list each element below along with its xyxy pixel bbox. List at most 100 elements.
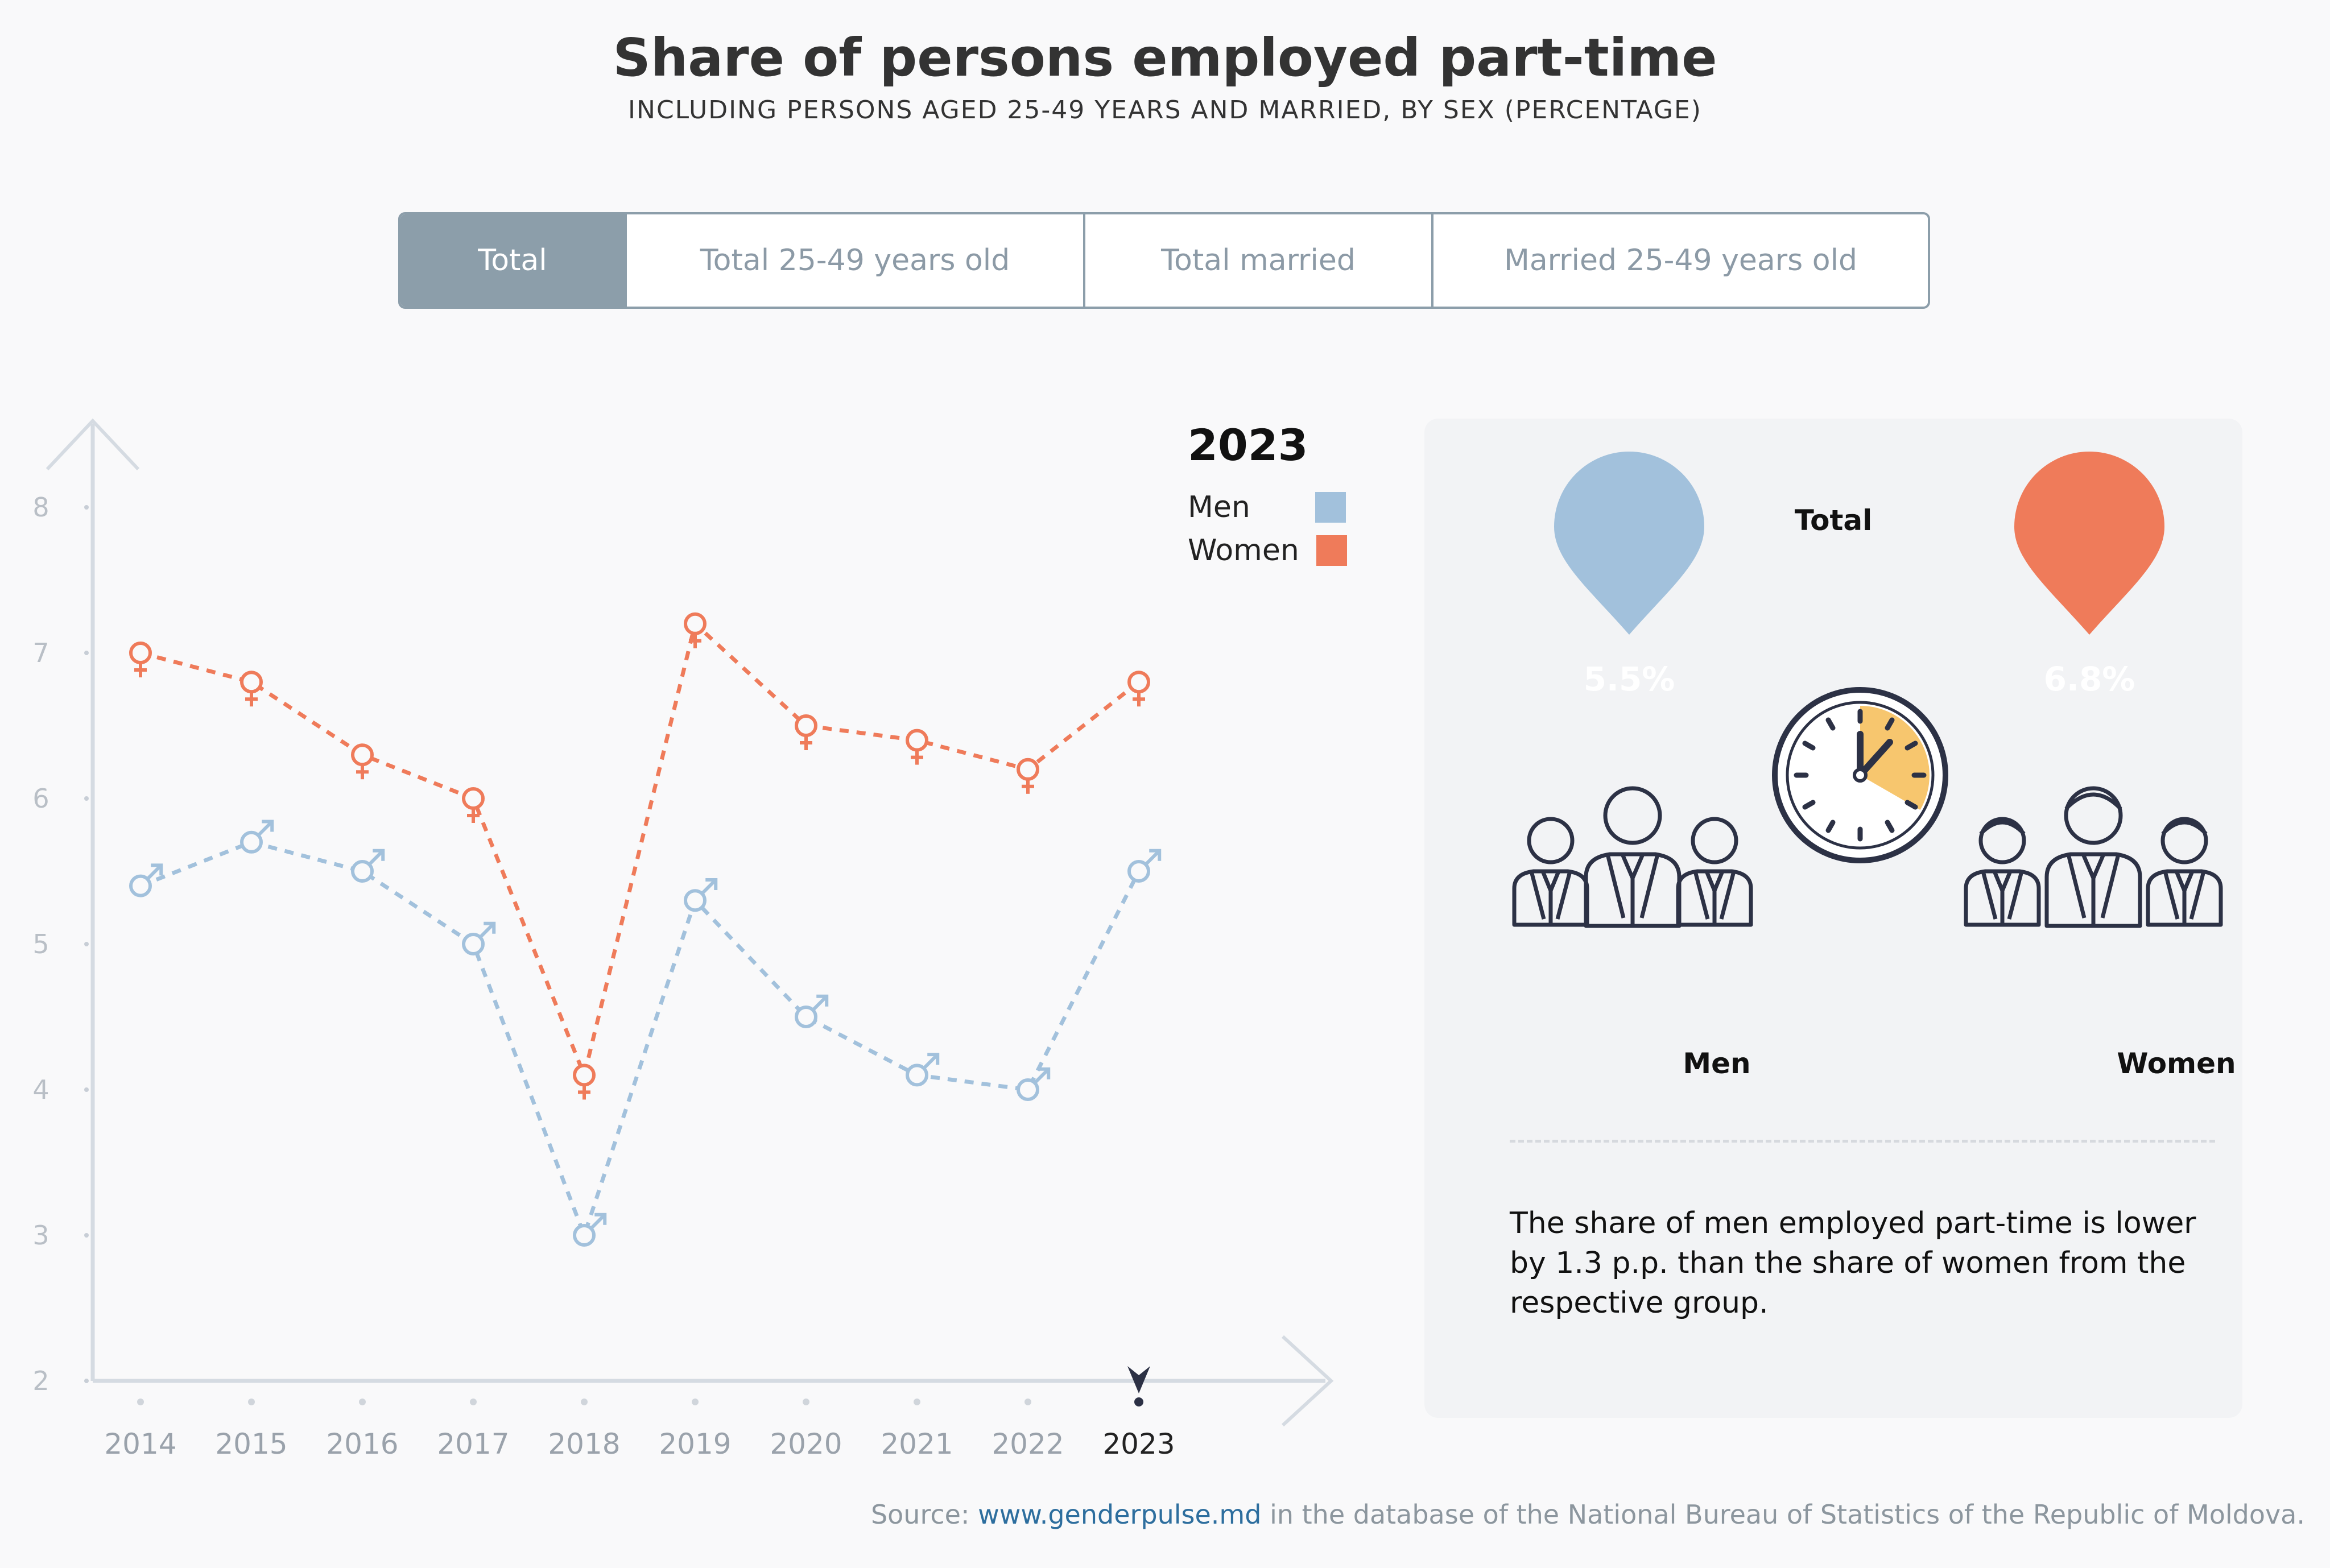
marker-arrow-shaft	[701, 879, 716, 895]
x-tick-dot	[359, 1399, 366, 1405]
marker-arrow-shaft	[368, 850, 383, 866]
y-axis-arrow	[46, 418, 140, 471]
x-tick-label: 2015	[215, 1428, 287, 1461]
x-tick-label: 2021	[881, 1428, 953, 1461]
marker-circle	[462, 933, 485, 955]
male-symbol-icon: Men 2018: 3	[573, 1213, 607, 1247]
marker-arrow-head	[151, 863, 163, 876]
marker-circle	[351, 743, 374, 767]
marker-arrow-shaft	[257, 821, 272, 837]
marker-circle	[240, 671, 263, 694]
marker-arrow-head	[1038, 1067, 1051, 1079]
marker-circle	[129, 642, 152, 664]
women-people-group-icon	[1964, 786, 2223, 928]
women-location-pin-icon	[2014, 452, 2164, 635]
panel-graphics: 5.5% 6.8%	[1512, 452, 2223, 928]
marker-arrow-head	[484, 921, 496, 934]
legend-women-swatch	[1316, 535, 1347, 566]
marker-circle	[351, 860, 374, 883]
men-value: 5.5%	[1584, 660, 1675, 698]
tab-total[interactable]: Total	[400, 214, 627, 307]
marker-arrow-shaft	[146, 865, 162, 880]
female-symbol-icon: Women 2021: 6.4	[906, 729, 928, 765]
female-symbol-icon: Women 2017: 6	[462, 787, 485, 823]
x-tick-dot	[1024, 1399, 1031, 1405]
x-tick-dot	[137, 1399, 144, 1405]
marker-circle	[240, 830, 263, 854]
marker-circle	[906, 1064, 928, 1087]
marker-circle	[795, 714, 817, 737]
x-tick-label: 2019	[659, 1428, 731, 1461]
male-symbol-icon: Men 2021: 4.1	[906, 1053, 940, 1087]
x-tick-dot	[248, 1399, 255, 1405]
x-tick-label: 2020	[770, 1428, 842, 1461]
marker-arrow-head	[373, 849, 385, 861]
legend-women: Women	[1188, 533, 1347, 568]
y-tick-label: 2	[32, 1366, 49, 1396]
marker-arrow-head	[705, 878, 718, 890]
x-tick-dot	[914, 1399, 920, 1405]
x-tick-label: 2018	[548, 1428, 620, 1461]
female-symbol-icon: Women 2015: 6.8	[240, 671, 263, 707]
tab-married-25-49[interactable]: Married 25-49 years old	[1433, 214, 1928, 307]
marker-arrow-shaft	[812, 996, 827, 1011]
y-tick-mark	[84, 942, 89, 946]
source-link[interactable]: www.genderpulse.md	[978, 1499, 1262, 1530]
x-tick-label: 2016	[326, 1428, 398, 1461]
tab-total-married[interactable]: Total married	[1085, 214, 1433, 307]
marker-circle	[1127, 860, 1150, 883]
legend-year: 2023	[1188, 420, 1308, 470]
source-note: Source: www.genderpulse.md in the databa…	[871, 1499, 2305, 1530]
marker-circle	[906, 729, 928, 752]
male-symbol-icon: Men 2023: 5.5	[1127, 849, 1162, 883]
male-symbol-icon: Men 2016: 5.5	[351, 849, 385, 883]
marker-arrow-head	[816, 994, 829, 1007]
marker-circle	[1017, 758, 1039, 781]
marker-circle	[684, 889, 707, 912]
marker-circle	[1127, 671, 1150, 694]
series-line-men	[139, 840, 1141, 1242]
y-tick-mark	[84, 651, 89, 655]
selected-year-marker-icon	[1127, 1366, 1150, 1393]
x-tick-dot	[692, 1399, 699, 1405]
marker-arrow-shaft	[479, 923, 494, 938]
clock-icon	[1772, 687, 1948, 863]
female-symbol-icon: Women 2019: 7.2	[684, 612, 707, 648]
y-tick-label: 3	[32, 1220, 49, 1251]
marker-circle	[795, 1006, 817, 1028]
x-tick-label: 2023	[1102, 1428, 1175, 1461]
female-symbol-icon: Women 2016: 6.3	[351, 743, 374, 780]
panel-group-title: Total	[1794, 504, 1873, 537]
men-group-label: Men	[1683, 1047, 1751, 1080]
men-location-pin-icon	[1554, 452, 1704, 635]
panel-divider	[1510, 1140, 2215, 1143]
male-symbol-icon: Men 2017: 5	[462, 921, 496, 955]
y-tick-mark	[84, 796, 89, 801]
x-tick-label: 2022	[992, 1428, 1064, 1461]
male-symbol-icon: Men 2022: 4	[1017, 1067, 1051, 1101]
tab-total-25-49[interactable]: Total 25-49 years old	[627, 214, 1085, 307]
y-tick-mark	[84, 1379, 89, 1383]
legend-men-label: Men	[1188, 490, 1250, 524]
summary-panel: Total 5.5% 6.8%	[1424, 419, 2242, 1418]
x-tick-dot	[803, 1399, 809, 1405]
x-tick-dot	[470, 1399, 477, 1405]
male-symbol-icon: Men 2014: 5.4	[129, 863, 163, 897]
male-symbol-icon: Men 2019: 5.3	[684, 878, 718, 912]
marker-arrow-shaft	[1145, 850, 1160, 866]
y-tick-mark	[84, 1087, 89, 1092]
men-people-group-icon	[1512, 786, 1753, 928]
y-tick-mark	[84, 1233, 89, 1238]
source-prefix: Source:	[870, 1499, 978, 1530]
marker-arrow-head	[594, 1213, 607, 1225]
line-chart: Women 2014: 7 Women 2015: 6.8 Women 2016: …	[32, 418, 1334, 1461]
marker-arrow-head	[1149, 849, 1162, 861]
y-tick-label: 4	[32, 1074, 49, 1105]
marker-arrow-shaft	[923, 1054, 938, 1070]
summary-note: The share of men employed part-time is l…	[1510, 1206, 2196, 1320]
female-symbol-icon: Women 2018: 4.1	[573, 1064, 596, 1100]
legend-men: Men	[1188, 490, 1346, 524]
marker-circle	[1017, 1078, 1039, 1101]
male-symbol-icon: Men 2015: 5.7	[240, 820, 274, 854]
women-group-label: Women	[2117, 1047, 2236, 1080]
